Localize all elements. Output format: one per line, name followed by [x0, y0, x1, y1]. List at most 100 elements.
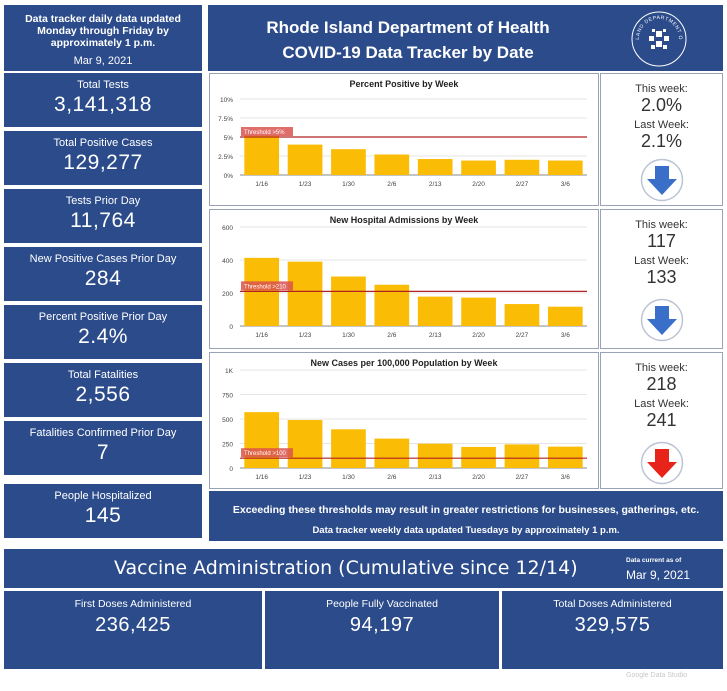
stat-label: Fatalities Confirmed Prior Day: [29, 427, 177, 439]
y-tick-label: 400: [222, 258, 233, 265]
stat-label: New Positive Cases Prior Day: [29, 253, 177, 265]
weekly-update-note: Data tracker weekly data updated Tuesday…: [312, 525, 620, 536]
bar: [331, 429, 366, 468]
threshold-label: Threshold >100: [244, 451, 287, 457]
bar: [461, 160, 496, 175]
bar: [461, 446, 496, 468]
x-tick-label: 2/6: [387, 181, 396, 188]
last-week-label: Last Week:: [634, 255, 689, 267]
x-tick-label: 2/20: [472, 474, 485, 481]
stat-value: 3,141,318: [54, 93, 152, 116]
fully-vaccinated-box: People Fully Vaccinated 94,197: [265, 591, 499, 669]
last-week-value: 2.1%: [640, 131, 683, 151]
new-cases-chart-svg: New Cases per 100,000 Population by Week…: [222, 358, 587, 481]
y-tick-label: 5%: [224, 135, 234, 142]
bar: [374, 438, 410, 468]
chart-title: Percent Positive by Week: [350, 79, 460, 89]
bar: [504, 444, 540, 468]
vaccine-as-of-date: Mar 9, 2021: [626, 568, 691, 582]
x-tick-label: 1/30: [342, 474, 355, 481]
bar: [417, 159, 453, 175]
stat-label: Total Fatalities: [67, 369, 139, 381]
bar: [287, 144, 323, 175]
y-tick-label: 750: [222, 393, 233, 400]
threshold-label-bg: [241, 281, 293, 291]
stat-box: Total Tests 3,141,318: [4, 73, 202, 127]
page-header: Rhode Island Department of Health COVID-…: [208, 5, 723, 71]
stat-label: Tests Prior Day: [65, 195, 141, 207]
stat-box: Tests Prior Day 11,764: [4, 189, 202, 243]
stat-value: 145: [84, 504, 122, 527]
hospital-admissions-chart: New Hospital Admissions by Week 0 200 400 60…: [209, 209, 599, 349]
bar: [417, 443, 453, 468]
bar: [287, 261, 323, 326]
this-week-label: This week:: [635, 362, 688, 374]
x-tick-label: 2/13: [429, 332, 442, 339]
y-tick-label: 0: [229, 466, 233, 473]
last-week-label: Last Week:: [634, 398, 689, 410]
x-tick-label: 3/6: [561, 181, 570, 188]
vaccine-as-of-label: Data current as of: [626, 557, 682, 564]
stat-value: 129,277: [63, 151, 143, 174]
bar: [244, 412, 280, 468]
last-week-label: Last Week:: [634, 119, 689, 131]
bar: [331, 149, 366, 175]
stat-box: Percent Positive Prior Day 2.4%: [4, 305, 202, 359]
stat-label: People Hospitalized: [54, 490, 152, 502]
stat-value: 11,764: [70, 209, 136, 232]
stat-box: Total Fatalities 2,556: [4, 363, 202, 417]
last-week-value: 241: [646, 410, 677, 430]
stat-label: Total Tests: [77, 79, 129, 91]
stat-box: Fatalities Confirmed Prior Day 7: [4, 421, 202, 475]
total-doses-label: Total Doses Administered: [553, 598, 672, 610]
x-tick-label: 1/23: [299, 181, 312, 188]
fully-vaccinated-value: 94,197: [349, 614, 415, 636]
arrow-down-blue-icon: [640, 298, 684, 342]
percent-positive-chart: Percent Positive by Week 0% 2.5% 5% 7.5% 10% 1…: [209, 73, 599, 206]
x-tick-label: 1/30: [342, 181, 355, 188]
total-doses-value: 329,575: [574, 614, 651, 636]
y-tick-label: 600: [222, 225, 233, 232]
x-tick-label: 2/20: [472, 181, 485, 188]
x-tick-label: 2/27: [516, 332, 529, 339]
vaccine-header: Vaccine Administration (Cumulative since…: [4, 549, 723, 588]
last-week-value: 133: [646, 267, 677, 287]
page-subtitle: COVID-19 Data Tracker by Date: [282, 43, 534, 62]
bar: [331, 276, 366, 326]
threshold-label: Threshold >210: [244, 284, 287, 290]
y-tick-label: 200: [222, 291, 233, 298]
x-tick-label: 1/30: [342, 332, 355, 339]
bar: [547, 160, 583, 175]
x-tick-label: 2/27: [516, 181, 529, 188]
chart-title: New Cases per 100,000 Population by Week: [311, 358, 499, 368]
bar: [244, 135, 280, 175]
this-week-value: 117: [647, 231, 676, 251]
arrow-down-blue-icon: [640, 158, 684, 202]
update-date: Mar 9, 2021: [73, 55, 133, 67]
bar: [504, 159, 540, 175]
stat-box: People Hospitalized 145: [4, 484, 202, 538]
ri-health-seal-icon: RHODE ISLAND DEPARTMENT OF HEALTH: [630, 10, 687, 67]
y-tick-label: 2.5%: [218, 154, 233, 161]
y-tick-label: 0: [229, 324, 233, 331]
stat-value: 284: [84, 267, 122, 290]
x-tick-label: 3/6: [561, 332, 570, 339]
x-tick-label: 2/13: [429, 474, 442, 481]
threshold-label: Threshold >5%: [244, 130, 285, 136]
first-doses-box: First Doses Administered 236,425: [4, 591, 262, 669]
bar: [287, 419, 323, 468]
this-week-value: 218: [646, 374, 677, 394]
page-title: Rhode Island Department of Health: [266, 18, 550, 37]
bar: [547, 446, 583, 468]
x-tick-label: 2/27: [516, 474, 529, 481]
threshold-note-box: Exceeding these thresholds may result in…: [209, 491, 723, 541]
x-tick-label: 2/13: [429, 181, 442, 188]
data-studio-credit: Google Data Studio: [626, 672, 688, 679]
bar: [374, 154, 410, 175]
x-tick-label: 1/16: [255, 332, 268, 339]
stat-box: Total Positive Cases 129,277: [4, 131, 202, 185]
new-cases-chart: New Cases per 100,000 Population by Week…: [209, 352, 599, 489]
stat-label: Total Positive Cases: [53, 137, 153, 149]
x-tick-label: 2/6: [387, 474, 396, 481]
first-doses-value: 236,425: [95, 614, 171, 636]
